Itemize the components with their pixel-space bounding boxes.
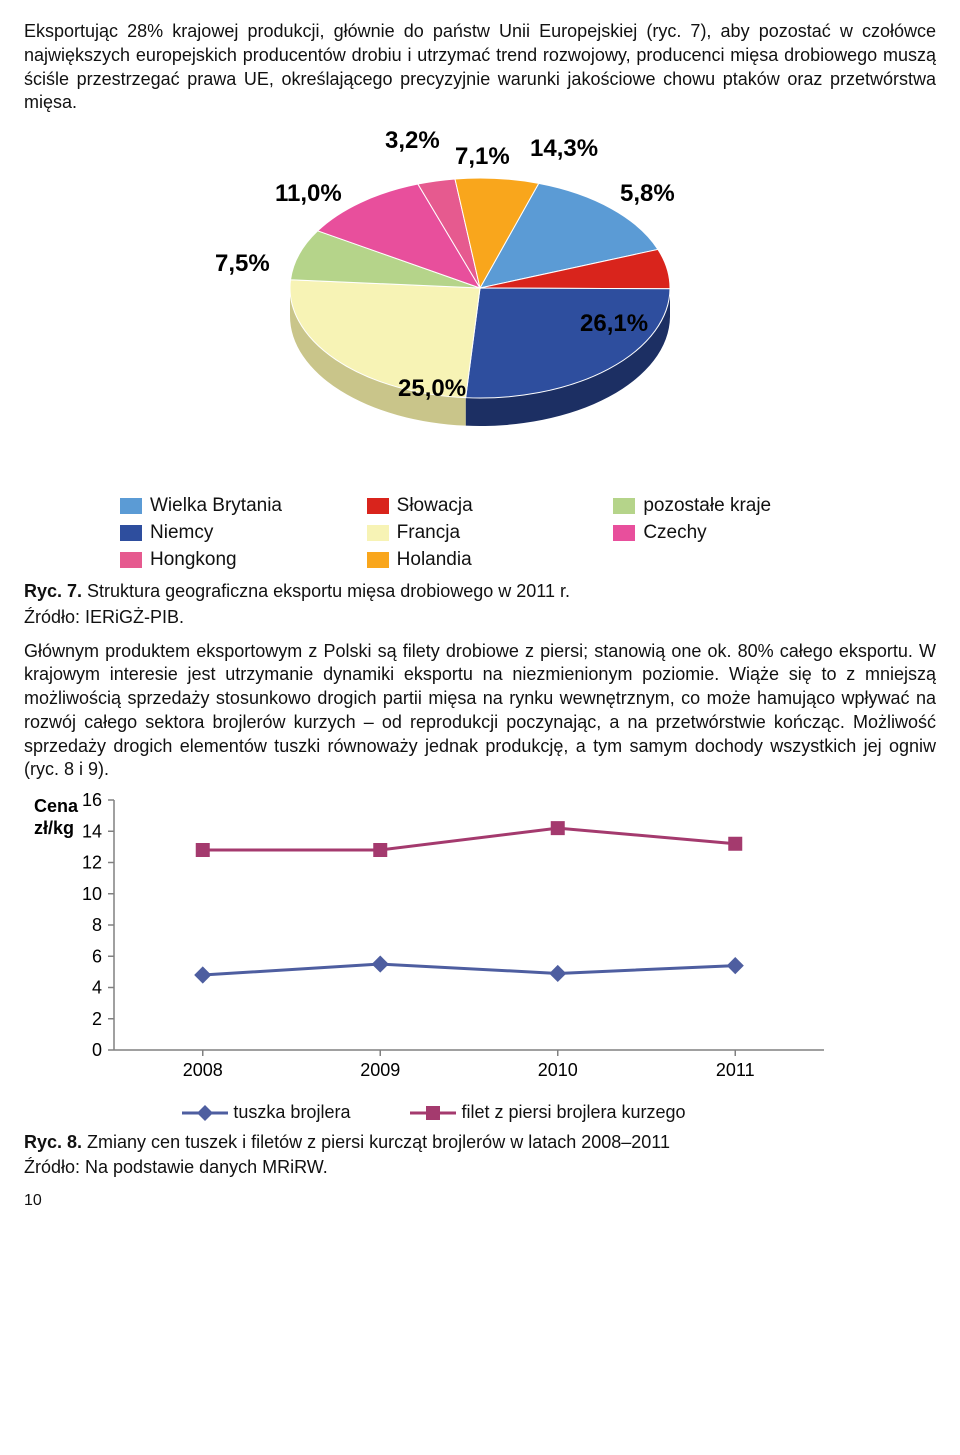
pie-slice-label: 14,3% (530, 133, 598, 165)
legend-label: Hongkong (150, 547, 237, 572)
svg-text:10: 10 (82, 884, 102, 904)
intro-paragraph: Eksportując 28% krajowej produkcji, głów… (24, 20, 936, 115)
legend-item: Francja (367, 520, 594, 545)
pie-slice-label: 25,0% (398, 373, 466, 405)
pie-slice-label: 5,8% (620, 178, 675, 210)
legend-swatch (613, 525, 635, 541)
svg-text:zł/kg: zł/kg (34, 818, 74, 838)
figure8-source: Źródło: Na podstawie danych MRiRW. (24, 1156, 936, 1180)
line-legend-label: filet z piersi brojlera kurzego (456, 1102, 685, 1122)
svg-text:12: 12 (82, 853, 102, 873)
line-svg: Cenazł/kg 0 2 4 6 8 10 12 14 16 2008 2009 2010 2011 (24, 790, 844, 1090)
figure7-caption: Ryc. 7. Struktura geograficzna eksportu … (24, 580, 936, 604)
pie-legend: Wielka Brytania Słowacja pozostałe kraje Ni… (120, 493, 840, 572)
pie-slice-label: 26,1% (580, 308, 648, 340)
line-chart-legend: tuszka brojlera filet z piersi brojlera … (24, 1101, 844, 1125)
legend-swatch (120, 525, 142, 541)
svg-text:2011: 2011 (716, 1060, 755, 1080)
figure8-label: Ryc. 8. (24, 1132, 82, 1152)
line-legend-label: tuszka brojlera (228, 1102, 350, 1122)
legend-label: pozostałe kraje (643, 493, 771, 518)
page-number: 10 (24, 1190, 936, 1211)
figure8-caption: Ryc. 8. Zmiany cen tuszek i filetów z pi… (24, 1131, 936, 1155)
legend-item: Słowacja (367, 493, 594, 518)
legend-label: Francja (397, 520, 460, 545)
svg-text:16: 16 (82, 790, 102, 810)
svg-text:2009: 2009 (360, 1060, 400, 1080)
pie-slice-label: 7,1% (455, 141, 510, 173)
figure8-text: Zmiany cen tuszek i filetów z piersi kur… (82, 1132, 670, 1152)
legend-swatch (120, 498, 142, 514)
svg-text:2008: 2008 (183, 1060, 223, 1080)
legend-label: Holandia (397, 547, 472, 572)
pie-slice-label: 11,0% (275, 178, 342, 210)
pie-slice-label: 7,5% (215, 248, 270, 280)
line-legend-item: filet z piersi brojlera kurzego (410, 1101, 685, 1125)
svg-text:14: 14 (82, 821, 102, 841)
figure7-text: Struktura geograficzna eksportu mięsa dr… (82, 581, 570, 601)
pie-chart: 14,3% 5,8% 26,1% 25,0% 7,5% 11,0% 3,2% 7,1% (180, 123, 780, 483)
figure7-label: Ryc. 7. (24, 581, 82, 601)
legend-item: Wielka Brytania (120, 493, 347, 518)
svg-text:2: 2 (92, 1009, 102, 1029)
legend-swatch (613, 498, 635, 514)
legend-label: Wielka Brytania (150, 493, 282, 518)
legend-item: pozostałe kraje (613, 493, 840, 518)
svg-text:6: 6 (92, 946, 102, 966)
legend-swatch (367, 525, 389, 541)
body-paragraph: Głównym produktem eksportowym z Polski s… (24, 640, 936, 783)
svg-text:8: 8 (92, 915, 102, 935)
legend-label: Słowacja (397, 493, 473, 518)
legend-item: Niemcy (120, 520, 347, 545)
svg-text:4: 4 (92, 978, 102, 998)
legend-item: Holandia (367, 547, 594, 572)
svg-text:0: 0 (92, 1040, 102, 1060)
figure7-source: Źródło: IERiGŻ-PIB. (24, 606, 936, 630)
legend-label: Niemcy (150, 520, 213, 545)
legend-swatch (367, 552, 389, 568)
svg-text:2010: 2010 (538, 1060, 578, 1080)
legend-item: Czechy (613, 520, 840, 545)
line-legend-item: tuszka brojlera (182, 1101, 350, 1125)
svg-text:Cena: Cena (34, 796, 79, 816)
legend-item: Hongkong (120, 547, 347, 572)
legend-swatch (120, 552, 142, 568)
line-chart: Cenazł/kg 0 2 4 6 8 10 12 14 16 2008 2009 2010 2011 t… (24, 790, 844, 1125)
legend-label: Czechy (643, 520, 706, 545)
legend-swatch (367, 498, 389, 514)
pie-slice-label: 3,2% (385, 125, 440, 157)
